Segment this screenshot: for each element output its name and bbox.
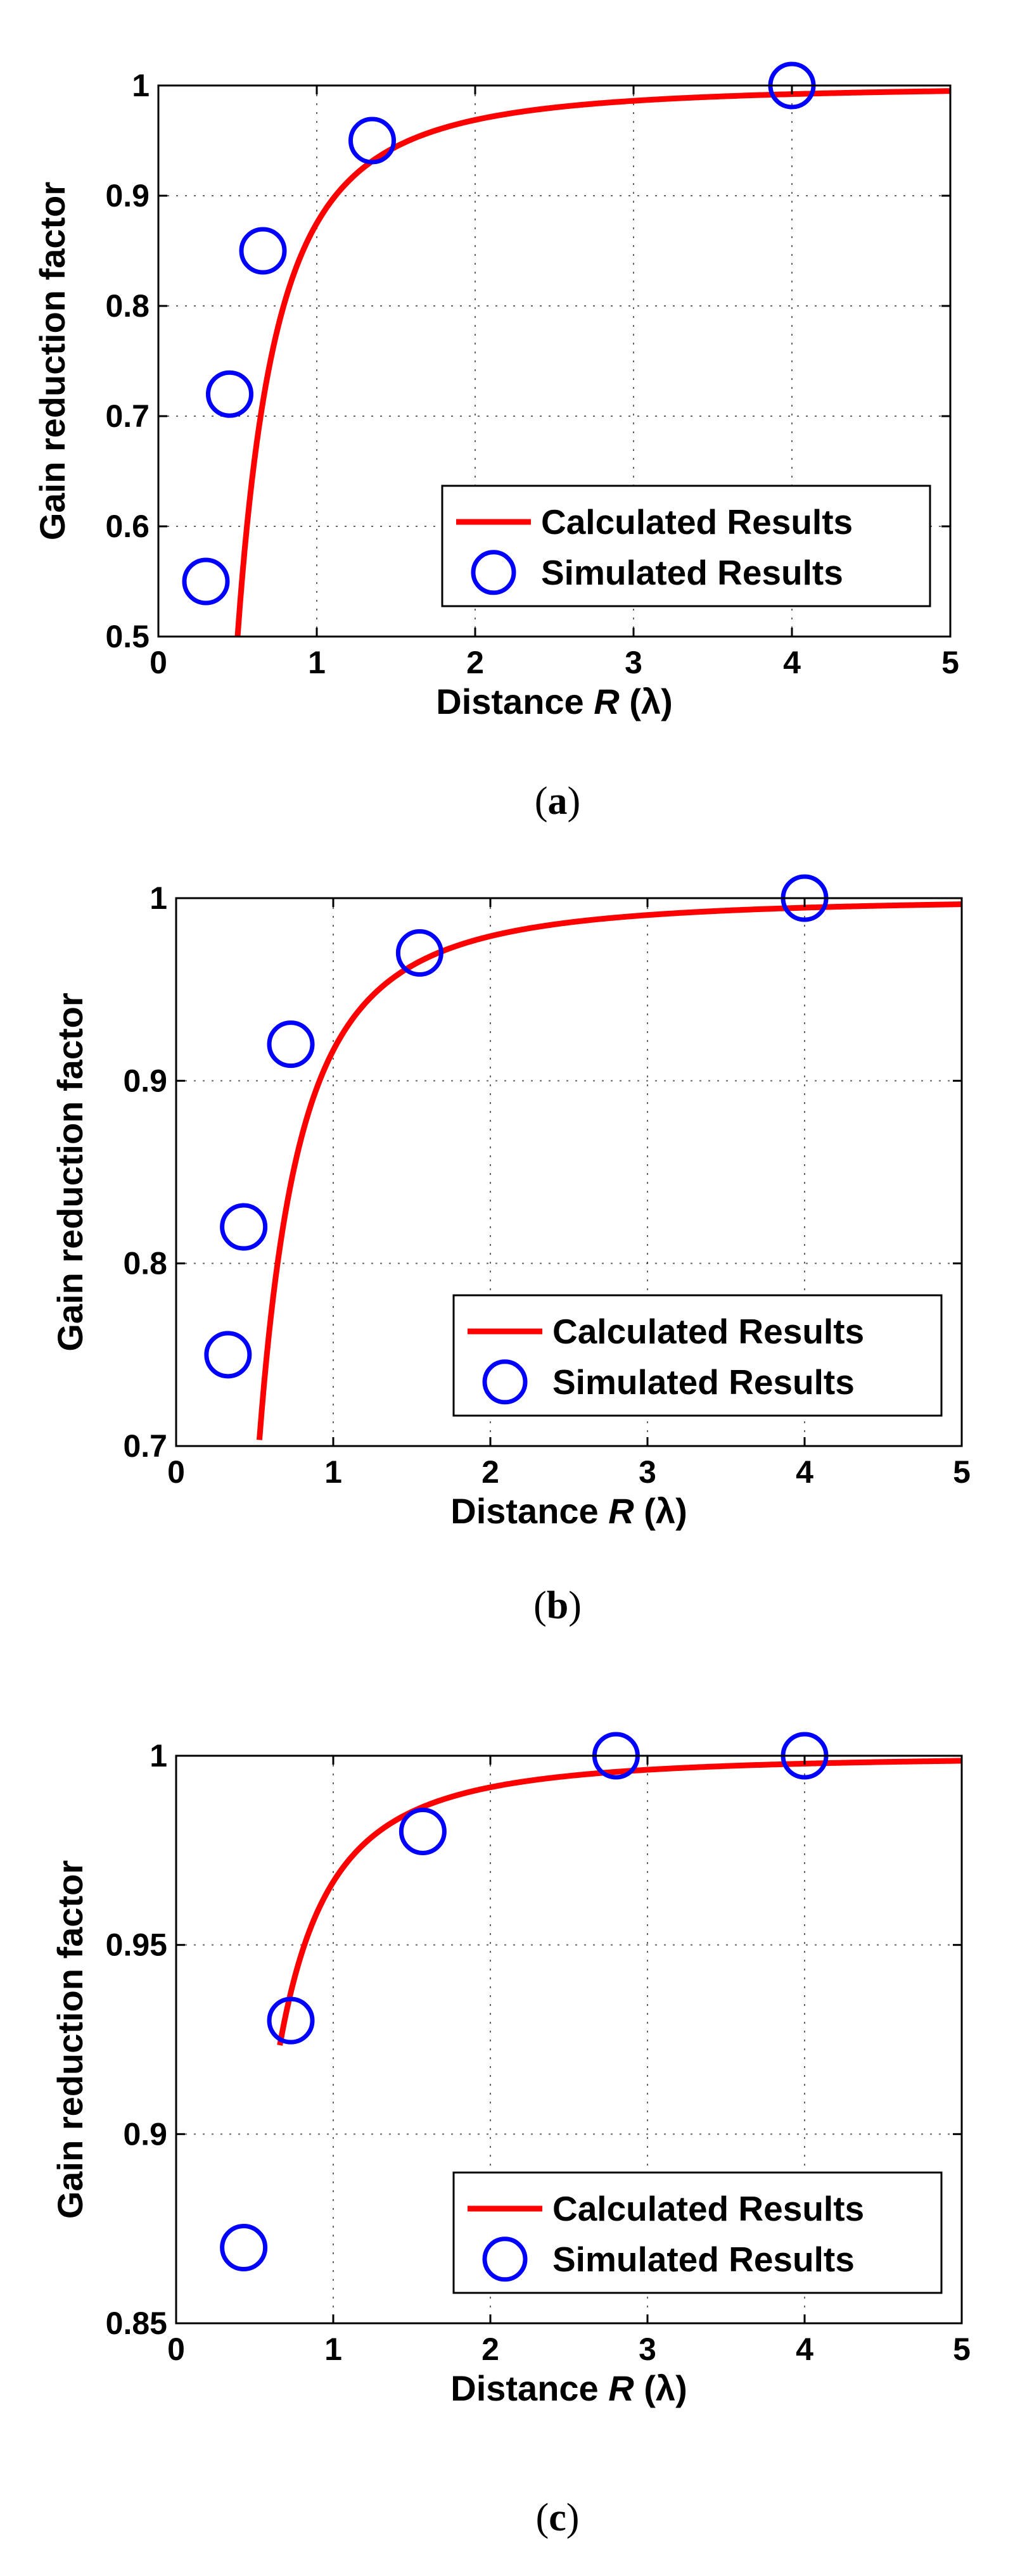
x-tick-label: 5 [953, 2332, 971, 2367]
legend-box [452, 1294, 943, 1417]
legend-marker-swatch [471, 550, 516, 595]
caption-open: ( [536, 2496, 549, 2539]
x-tick-label: 4 [796, 2332, 813, 2367]
panel-caption: (b) [533, 1584, 582, 1627]
legend-box [441, 485, 931, 607]
axes-box [175, 897, 963, 1447]
x-axis-label-suffix: (λ) [620, 682, 673, 721]
y-tick-label: 0.7 [123, 1428, 167, 1464]
legend-label-calculated: Calculated Results [552, 1312, 864, 1351]
series-line-calculated [234, 88, 950, 637]
y-tick-label: 0.5 [105, 619, 150, 654]
y-tick-label: 0.8 [123, 1246, 167, 1281]
legend: Calculated Results Simulated Results [452, 1294, 943, 1417]
x-tick-label: 0 [167, 1454, 185, 1490]
y-axis-label: Gain reduction factor [32, 182, 72, 540]
y-tick-label: 0.9 [123, 2116, 167, 2152]
x-tick-label: 1 [308, 645, 326, 680]
x-axis-label-suffix: (λ) [634, 1491, 687, 1531]
x-axis-label-var: R [608, 1491, 634, 1531]
x-axis-label-prefix: Distance [450, 2368, 608, 2408]
x-tick-label: 1 [324, 2332, 342, 2367]
caption-open: ( [535, 780, 548, 823]
y-tick-label: 1 [150, 1738, 167, 1773]
data-point-simulated [267, 1996, 315, 2045]
legend: Calculated Results Simulated Results [441, 485, 931, 607]
y-tick-label: 0.7 [105, 398, 150, 434]
x-tick-label: 2 [481, 1454, 499, 1490]
y-tick-label: 1 [132, 68, 150, 103]
x-axis-label: Distance R (λ) [436, 682, 672, 721]
panel-caption: (a) [535, 780, 580, 823]
axes-box [157, 84, 952, 638]
axes-box [175, 1754, 963, 2325]
x-tick-label: 3 [639, 2332, 656, 2367]
series-line-calculated [256, 901, 962, 1440]
panel-caption: (c) [536, 2496, 580, 2539]
caption-close: ) [566, 2496, 580, 2539]
data-point-simulated [204, 1331, 252, 1379]
legend-label-simulated: Simulated Results [552, 1362, 855, 1402]
legend-label-simulated: Simulated Results [541, 553, 843, 592]
x-tick-label: 5 [941, 645, 959, 680]
y-tick-label: 0.9 [105, 178, 150, 213]
data-point-simulated [398, 1807, 447, 1855]
x-axis-label-suffix: (λ) [634, 2368, 687, 2408]
legend-label-calculated: Calculated Results [552, 2189, 864, 2228]
x-axis-label-var: R [594, 682, 620, 721]
legend-marker-swatch [482, 2237, 528, 2282]
x-axis-label: Distance R (λ) [450, 2368, 687, 2408]
x-tick-label: 5 [953, 1454, 971, 1490]
y-tick-label: 0.9 [123, 1063, 167, 1098]
caption-close: ) [568, 1584, 582, 1627]
series-line-calculated [277, 1758, 962, 2046]
legend-marker-swatch [482, 1359, 528, 1405]
x-tick-label: 0 [150, 645, 167, 680]
x-axis-label-var: R [608, 2368, 634, 2408]
data-point-simulated [267, 1020, 315, 1069]
chart-panel-a: 0 1 2 3 4 5 0.5 0.6 0.7 0.8 0.9 1 Distance R (λ) Gain… [32, 61, 959, 823]
caption-letter: c [549, 2496, 566, 2539]
y-tick-label: 0.95 [106, 1927, 167, 1963]
x-axis-label-prefix: Distance [450, 1491, 608, 1531]
y-axis-label: Gain reduction factor [50, 1860, 90, 2219]
x-axis-label: Distance R (λ) [450, 1491, 687, 1531]
y-tick-label: 0.85 [106, 2306, 167, 2341]
legend-label-simulated: Simulated Results [552, 2240, 855, 2279]
x-tick-label: 1 [324, 1454, 342, 1490]
data-point-simulated [239, 227, 287, 275]
caption-letter: b [547, 1584, 568, 1627]
y-tick-label: 0.6 [105, 509, 150, 544]
x-tick-label: 3 [639, 1454, 656, 1490]
data-point-simulated [220, 2224, 268, 2272]
legend-label-calculated: Calculated Results [541, 502, 853, 542]
x-tick-label: 0 [167, 2332, 185, 2367]
y-axis-label: Gain reduction factor [50, 993, 90, 1351]
chart-panel-b: 0 1 2 3 4 5 0.7 0.8 0.9 1 Distance R (λ) Gain reduc… [50, 874, 971, 1627]
data-point-simulated [395, 929, 443, 977]
y-tick-label: 0.8 [105, 288, 150, 324]
data-point-simulated [348, 117, 396, 165]
x-tick-label: 4 [796, 1454, 813, 1490]
x-tick-label: 4 [783, 645, 801, 680]
data-point-simulated [206, 370, 253, 418]
x-axis-label-prefix: Distance [436, 682, 594, 721]
caption-close: ) [568, 780, 581, 823]
x-tick-label: 2 [466, 645, 484, 680]
caption-open: ( [533, 1584, 547, 1627]
data-point-simulated [220, 1203, 268, 1251]
y-tick-label: 1 [150, 880, 167, 916]
x-tick-label: 2 [481, 2332, 499, 2367]
legend-box [452, 2171, 943, 2294]
x-tick-label: 3 [625, 645, 642, 680]
legend: Calculated Results Simulated Results [452, 2171, 943, 2294]
data-point-simulated [182, 557, 230, 606]
chart-panel-c: 0 1 2 3 4 5 0.85 0.9 0.95 1 Distance R (λ) Gain red… [50, 1732, 971, 2539]
caption-letter: a [548, 780, 568, 823]
